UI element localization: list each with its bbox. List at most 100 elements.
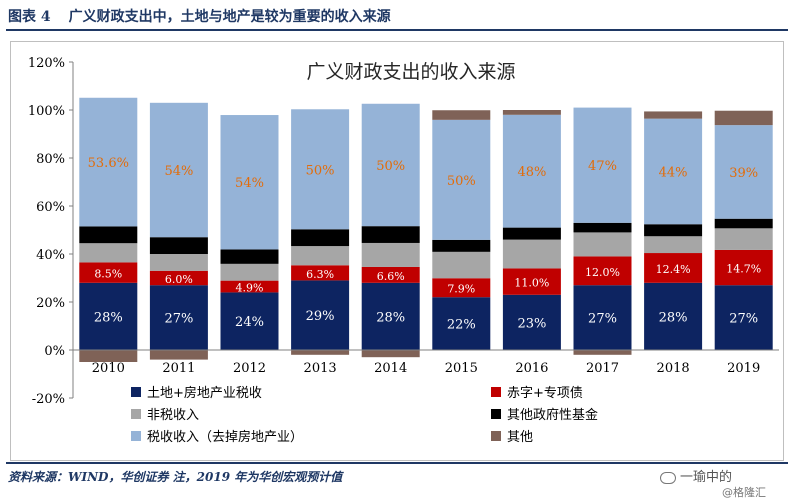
bar-segment-2 bbox=[291, 246, 350, 266]
bar-segment-0 bbox=[502, 294, 561, 350]
y-tick-label: 80% bbox=[36, 152, 65, 167]
data-label: 4.9% bbox=[236, 282, 264, 295]
bar-segment-4 bbox=[714, 125, 773, 219]
data-label: 29% bbox=[306, 309, 335, 324]
bar-segment-4 bbox=[79, 97, 138, 227]
bar-segment-4 bbox=[432, 119, 491, 240]
y-tick-label: 40% bbox=[36, 248, 65, 263]
bar-segment-2 bbox=[573, 232, 632, 257]
data-label: 48% bbox=[517, 165, 546, 180]
bar-segment-2 bbox=[149, 254, 208, 271]
data-label: 7.9% bbox=[447, 283, 475, 296]
bar-segment-4 bbox=[149, 102, 208, 238]
data-label: 6.6% bbox=[377, 270, 405, 283]
x-tick-label: 2013 bbox=[304, 361, 337, 376]
bar-segment-3 bbox=[432, 239, 491, 252]
bar-segment-3 bbox=[220, 249, 279, 264]
data-label: 6.0% bbox=[165, 273, 193, 286]
header-divider bbox=[6, 29, 788, 31]
x-tick-label: 2010 bbox=[92, 361, 125, 376]
bar-segment-0 bbox=[79, 282, 138, 350]
watermark-sub: @格隆汇 bbox=[722, 486, 766, 499]
y-tick-label: -20% bbox=[32, 392, 65, 407]
bar-segment-2 bbox=[714, 228, 773, 250]
bar-segment-4 bbox=[573, 107, 632, 223]
x-tick-label: 2015 bbox=[445, 361, 478, 376]
data-label: 39% bbox=[729, 166, 758, 181]
report-header: 图表 4 广义财政支出中，土地与地产是较为重要的收入来源 bbox=[0, 0, 794, 31]
bar-segment-0 bbox=[714, 285, 773, 350]
bar-segment-1 bbox=[361, 266, 420, 283]
data-label: 53.6% bbox=[88, 156, 129, 171]
legend-label: 赤字+专项债 bbox=[507, 386, 583, 401]
data-label: 28% bbox=[376, 310, 405, 325]
bar-segment-1 bbox=[79, 262, 138, 283]
bar-segment-1 bbox=[644, 253, 703, 283]
bar-segment-1 bbox=[291, 265, 350, 281]
legend-swatch bbox=[491, 387, 501, 397]
x-tick-label: 2018 bbox=[657, 361, 690, 376]
bar-segment-4 bbox=[291, 109, 350, 230]
bar-segment-1 bbox=[220, 280, 279, 293]
y-tick-label: 20% bbox=[36, 296, 65, 311]
bar-segment-5 bbox=[714, 110, 773, 126]
bar-segment-3 bbox=[644, 224, 703, 237]
y-tick-label: 0% bbox=[44, 344, 65, 359]
data-label: 27% bbox=[164, 312, 193, 327]
bar-segment-5 bbox=[149, 350, 208, 360]
source-note: 资料来源：WIND，华创证券 注，2019 年为华创宏观预计值 bbox=[8, 470, 343, 484]
bar-segment-5 bbox=[432, 110, 491, 120]
x-tick-label: 2011 bbox=[162, 361, 195, 376]
y-tick-label: 60% bbox=[36, 200, 65, 215]
y-tick-label: 100% bbox=[28, 104, 65, 119]
bar-segment-3 bbox=[291, 229, 350, 247]
bar-segment-2 bbox=[644, 236, 703, 254]
figure-caption: 图表 4 广义财政支出中，土地与地产是较为重要的收入来源 bbox=[8, 6, 391, 26]
bar-segment-3 bbox=[361, 226, 420, 243]
bar-segment-2 bbox=[502, 239, 561, 269]
bar-segment-0 bbox=[573, 285, 632, 350]
legend-label: 其他 bbox=[507, 430, 533, 445]
bar-segment-2 bbox=[361, 242, 420, 267]
data-label: 8.5% bbox=[94, 268, 122, 281]
data-label: 54% bbox=[164, 164, 193, 179]
data-label: 28% bbox=[659, 310, 688, 325]
chart-title: 广义财政支出的收入来源 bbox=[306, 61, 515, 83]
data-label: 50% bbox=[306, 163, 335, 178]
legend-swatch bbox=[131, 409, 141, 419]
bar-segment-0 bbox=[644, 282, 703, 350]
x-tick-label: 2016 bbox=[515, 361, 548, 376]
bar-segment-3 bbox=[502, 227, 561, 240]
data-label: 6.3% bbox=[306, 268, 334, 281]
bar-segment-1 bbox=[432, 278, 491, 298]
bar-segment-2 bbox=[220, 263, 279, 281]
data-label: 27% bbox=[588, 312, 617, 327]
legend-label: 土地+房地产业税收 bbox=[147, 385, 262, 401]
data-label: 50% bbox=[447, 174, 476, 189]
data-label: 28% bbox=[94, 310, 123, 325]
bar-segment-2 bbox=[432, 251, 491, 279]
data-label: 47% bbox=[588, 159, 617, 174]
data-label: 22% bbox=[447, 318, 476, 333]
y-tick-label: 120% bbox=[28, 56, 65, 71]
bar-segment-0 bbox=[432, 297, 491, 350]
bar-segment-5 bbox=[79, 350, 138, 362]
legend-swatch bbox=[131, 431, 141, 441]
bar-segment-0 bbox=[291, 280, 350, 350]
bar-segment-2 bbox=[79, 243, 138, 263]
bar-segment-1 bbox=[149, 270, 208, 286]
data-label: 54% bbox=[235, 176, 264, 191]
data-label: 11.0% bbox=[514, 277, 549, 290]
figure-title: 广义财政支出中，土地与地产是较为重要的收入来源 bbox=[68, 9, 391, 25]
bar-segment-1 bbox=[714, 249, 773, 286]
report-footer: 资料来源：WIND，华创证券 注，2019 年为华创宏观预计值 一瑜中的 @格隆… bbox=[0, 462, 794, 503]
footer-divider bbox=[6, 462, 788, 464]
bar-segment-1 bbox=[573, 256, 632, 286]
bar-segment-5 bbox=[644, 111, 703, 119]
legend-swatch bbox=[131, 387, 141, 397]
data-label: 12.4% bbox=[656, 263, 691, 276]
bar-segment-4 bbox=[644, 118, 703, 225]
data-label: 24% bbox=[235, 315, 264, 330]
legend-label: 非税收入 bbox=[147, 408, 199, 423]
legend-label: 税收收入（去掉房地产业） bbox=[147, 429, 303, 445]
